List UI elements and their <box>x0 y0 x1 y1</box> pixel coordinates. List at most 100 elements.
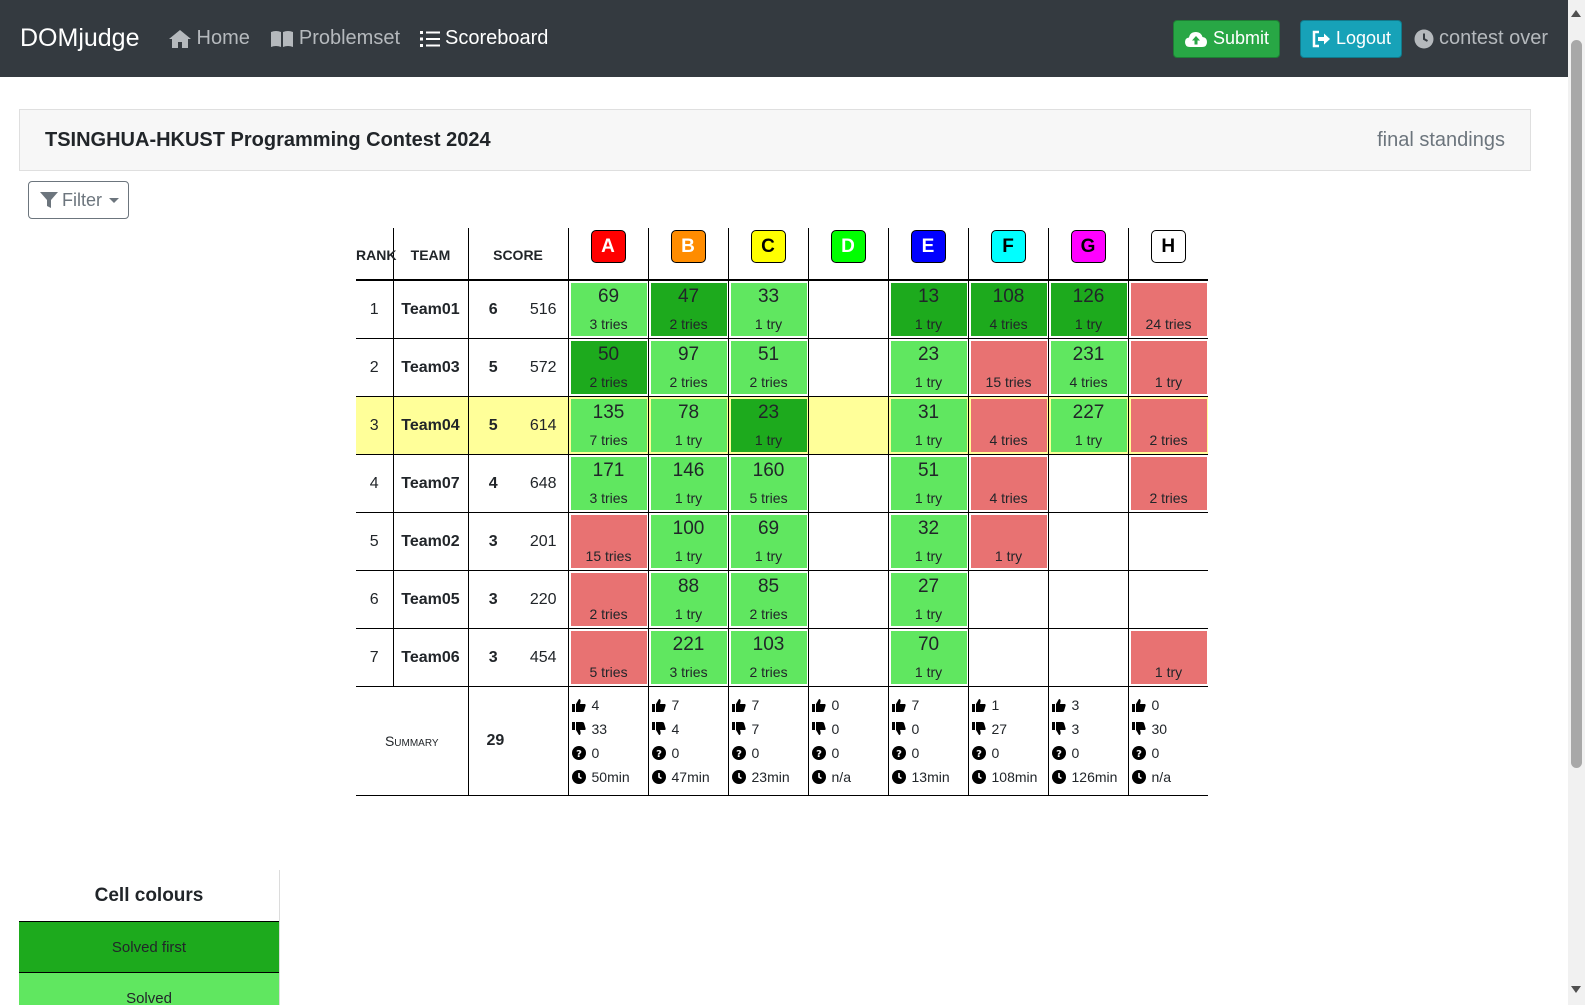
result-solved[interactable]: 227 1 try <box>1050 399 1127 452</box>
result-first[interactable]: 126 1 try <box>1050 283 1127 336</box>
result-fail[interactable]: 015 tries <box>970 341 1047 394</box>
problem-badge[interactable]: F <box>990 230 1026 263</box>
score-cell[interactable]: 50 2 tries <box>567 338 649 397</box>
score-cell[interactable]: 31 1 try <box>887 396 969 455</box>
score-cell[interactable]: 23 1 try <box>727 396 809 455</box>
scroll-down-arrow[interactable] <box>1571 986 1581 993</box>
result-first[interactable]: 47 2 tries <box>650 283 727 336</box>
result-fail[interactable]: 015 tries <box>570 515 647 568</box>
result-solved[interactable]: 69 1 try <box>730 515 807 568</box>
team-name[interactable]: Team01 <box>392 280 468 339</box>
nav-problemset[interactable]: Problemset <box>270 27 400 50</box>
result-fail[interactable]: 01 try <box>970 515 1047 568</box>
result-solved[interactable]: 97 2 tries <box>650 341 727 394</box>
score-cell[interactable]: 015 tries <box>567 512 649 571</box>
score-cell[interactable]: 01 try <box>1127 338 1209 397</box>
problem-header-h[interactable]: H <box>1127 228 1209 281</box>
team-name[interactable]: Team07 <box>392 454 468 513</box>
score-cell[interactable]: 108 4 tries <box>967 280 1049 339</box>
result-solved[interactable]: 23 1 try <box>890 341 967 394</box>
score-cell[interactable]: 97 2 tries <box>647 338 729 397</box>
score-cell[interactable]: 51 1 try <box>887 454 969 513</box>
problem-header-a[interactable]: A <box>567 228 649 281</box>
problem-badge[interactable]: C <box>750 230 786 263</box>
score-cell[interactable]: 88 1 try <box>647 570 729 629</box>
result-solved[interactable]: 51 1 try <box>890 457 967 510</box>
problem-badge[interactable]: D <box>830 230 866 263</box>
score-cell[interactable]: 78 1 try <box>647 396 729 455</box>
score-cell[interactable]: 51 2 tries <box>727 338 809 397</box>
nav-home[interactable]: Home <box>168 27 250 50</box>
result-fail[interactable]: 05 tries <box>570 631 647 684</box>
result-solved[interactable]: 32 1 try <box>890 515 967 568</box>
result-solved[interactable]: 31 1 try <box>890 399 967 452</box>
result-fail[interactable]: 02 tries <box>1130 457 1207 510</box>
result-fail[interactable]: 024 tries <box>1130 283 1207 336</box>
score-cell[interactable]: 32 1 try <box>887 512 969 571</box>
result-first[interactable]: 108 4 tries <box>970 283 1047 336</box>
score-cell[interactable]: 126 1 try <box>1047 280 1129 339</box>
problem-badge[interactable]: H <box>1150 230 1186 263</box>
team-name[interactable]: Team05 <box>392 570 468 629</box>
team-name[interactable]: Team03 <box>392 338 468 397</box>
result-solved[interactable]: 146 1 try <box>650 457 727 510</box>
score-cell[interactable]: 221 3 tries <box>647 628 729 687</box>
score-cell[interactable]: 47 2 tries <box>647 280 729 339</box>
result-first[interactable]: 13 1 try <box>890 283 967 336</box>
nav-scoreboard[interactable]: Scoreboard <box>420 27 548 50</box>
scroll-thumb[interactable] <box>1571 40 1582 768</box>
result-fail[interactable]: 01 try <box>1130 341 1207 394</box>
result-first[interactable]: 23 1 try <box>730 399 807 452</box>
score-cell[interactable]: 015 tries <box>967 338 1049 397</box>
team-name[interactable]: Team04 <box>392 396 468 455</box>
score-cell[interactable]: 85 2 tries <box>727 570 809 629</box>
brand[interactable]: DOMjudge <box>20 24 140 52</box>
result-fail[interactable]: 01 try <box>1130 631 1207 684</box>
page-scrollbar[interactable] <box>1568 0 1585 1005</box>
score-cell[interactable]: 27 1 try <box>887 570 969 629</box>
score-cell[interactable]: 02 tries <box>1127 454 1209 513</box>
score-cell[interactable]: 146 1 try <box>647 454 729 513</box>
score-cell[interactable]: 04 tries <box>967 396 1049 455</box>
result-solved[interactable]: 51 2 tries <box>730 341 807 394</box>
result-fail[interactable]: 04 tries <box>970 457 1047 510</box>
score-cell[interactable]: 05 tries <box>567 628 649 687</box>
score-cell[interactable]: 103 2 tries <box>727 628 809 687</box>
result-fail[interactable]: 02 tries <box>570 573 647 626</box>
result-solved[interactable]: 103 2 tries <box>730 631 807 684</box>
result-first[interactable]: 50 2 tries <box>570 341 647 394</box>
score-cell[interactable]: 23 1 try <box>887 338 969 397</box>
score-cell[interactable]: 04 tries <box>967 454 1049 513</box>
problem-header-d[interactable]: D <box>807 228 889 281</box>
score-cell[interactable]: 01 try <box>967 512 1049 571</box>
problem-header-g[interactable]: G <box>1047 228 1129 281</box>
score-cell[interactable]: 70 1 try <box>887 628 969 687</box>
problem-header-c[interactable]: C <box>727 228 809 281</box>
result-fail[interactable]: 04 tries <box>970 399 1047 452</box>
team-name[interactable]: Team02 <box>392 512 468 571</box>
score-cell[interactable]: 69 3 tries <box>567 280 649 339</box>
problem-badge[interactable]: B <box>670 230 706 263</box>
score-cell[interactable]: 02 tries <box>1127 396 1209 455</box>
result-solved[interactable]: 78 1 try <box>650 399 727 452</box>
result-solved[interactable]: 160 5 tries <box>730 457 807 510</box>
problem-header-e[interactable]: E <box>887 228 969 281</box>
score-cell[interactable]: 100 1 try <box>647 512 729 571</box>
score-cell[interactable]: 171 3 tries <box>567 454 649 513</box>
result-solved[interactable]: 70 1 try <box>890 631 967 684</box>
result-solved[interactable]: 231 4 tries <box>1050 341 1127 394</box>
score-cell[interactable]: 160 5 tries <box>727 454 809 513</box>
result-fail[interactable]: 02 tries <box>1130 399 1207 452</box>
result-solved[interactable]: 100 1 try <box>650 515 727 568</box>
score-cell[interactable]: 02 tries <box>567 570 649 629</box>
problem-header-b[interactable]: B <box>647 228 729 281</box>
result-solved[interactable]: 27 1 try <box>890 573 967 626</box>
result-solved[interactable]: 171 3 tries <box>570 457 647 510</box>
scroll-up-arrow[interactable] <box>1571 10 1581 17</box>
problem-header-f[interactable]: F <box>967 228 1049 281</box>
score-cell[interactable]: 135 7 tries <box>567 396 649 455</box>
team-name[interactable]: Team06 <box>392 628 468 687</box>
score-cell[interactable]: 13 1 try <box>887 280 969 339</box>
result-solved[interactable]: 88 1 try <box>650 573 727 626</box>
filter-button[interactable]: Filter <box>28 181 129 219</box>
